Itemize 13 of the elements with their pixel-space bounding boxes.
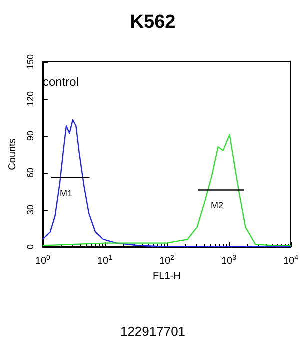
y-tick-label: 0 — [25, 244, 36, 250]
annotation: control — [43, 75, 80, 89]
y-tick-label: 120 — [25, 91, 36, 107]
y-tick-label: 30 — [25, 204, 36, 216]
y-tick-label: 90 — [25, 130, 36, 142]
x-axis-title: FL1-H — [153, 270, 181, 282]
y-tick-label: 150 — [25, 54, 36, 70]
text: 122917701 — [120, 324, 186, 339]
y-tick-label: 60 — [25, 168, 36, 178]
annotation: M1 — [60, 188, 73, 198]
chart-title: K562 — [130, 12, 176, 33]
annotation: M2 — [211, 200, 224, 210]
y-axis-title: Counts — [8, 138, 18, 170]
